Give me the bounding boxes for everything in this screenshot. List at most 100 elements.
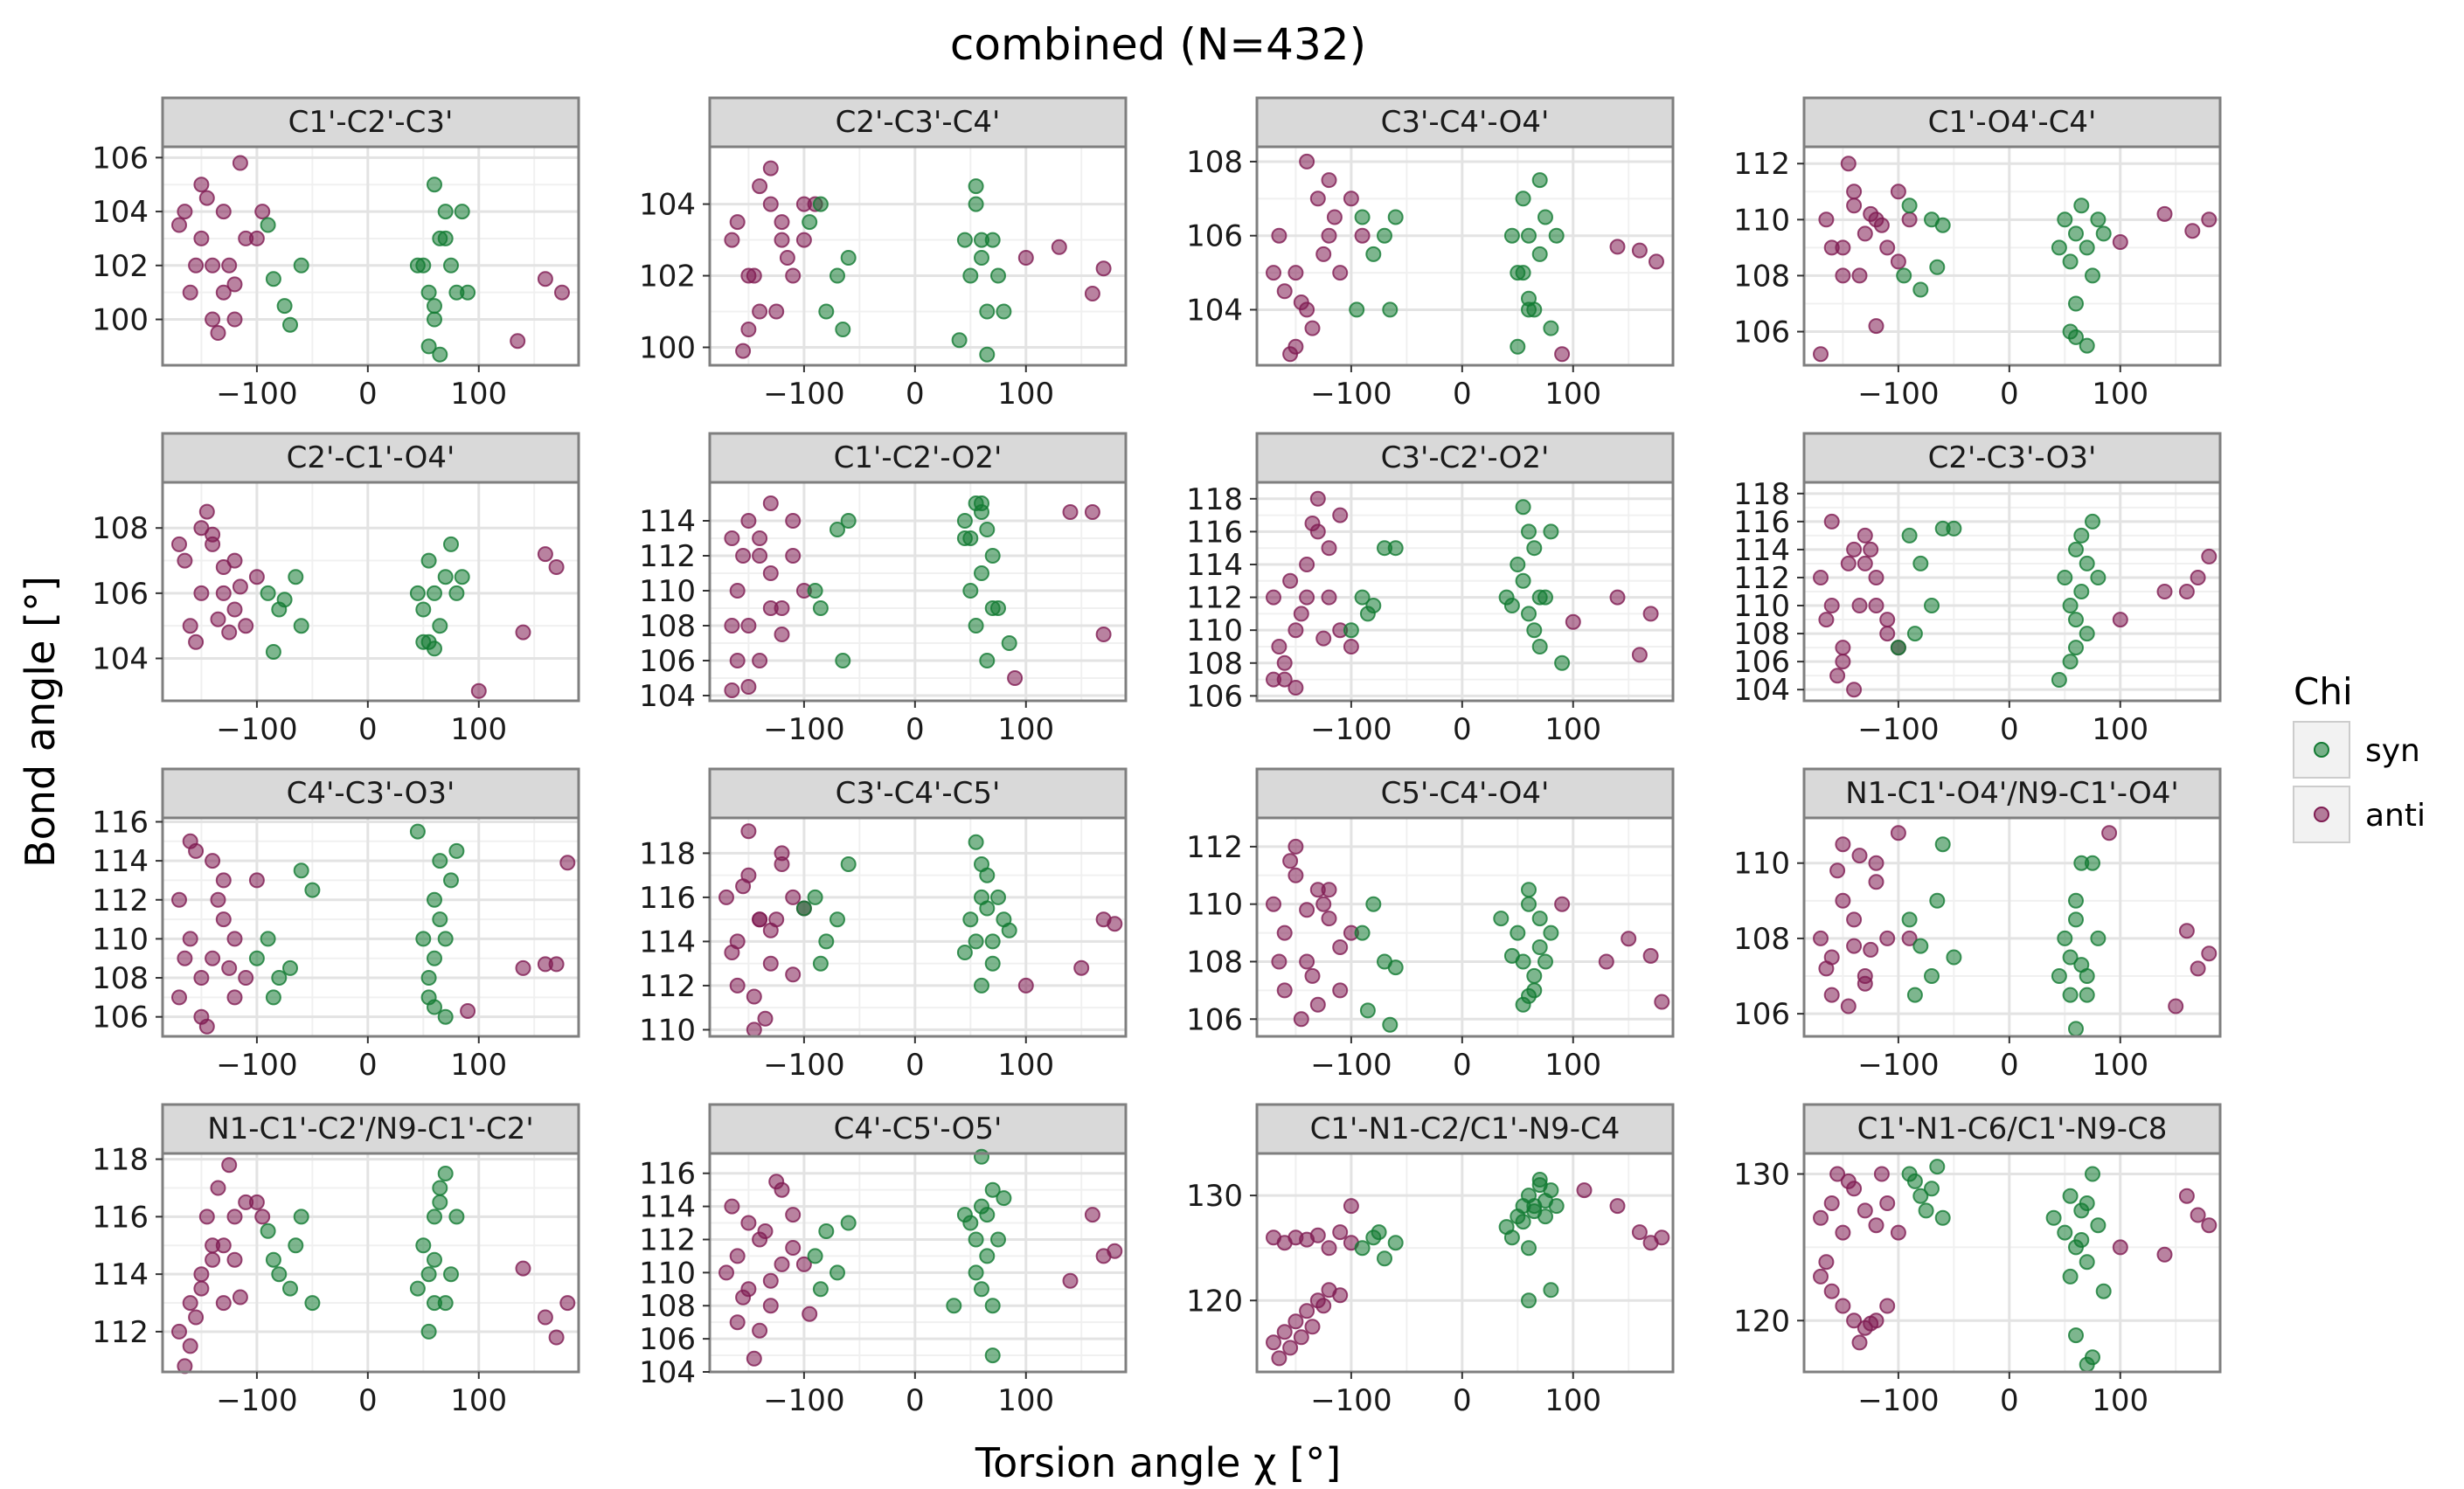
point-anti (1846, 197, 1863, 214)
point-anti (559, 855, 576, 871)
point-syn (968, 618, 984, 634)
point-anti (1332, 982, 1349, 999)
point-syn (1912, 555, 1929, 571)
point-anti (515, 624, 531, 641)
point-anti (2112, 1239, 2128, 1256)
point-syn (271, 1266, 288, 1283)
point-anti (1288, 265, 1304, 281)
y-tick-label: 120 (1186, 1284, 1243, 1319)
point-syn (415, 601, 432, 618)
point-syn (840, 1215, 857, 1231)
point-anti (1835, 892, 1851, 909)
point-syn (1526, 540, 1543, 557)
point-anti (1321, 540, 1337, 557)
point-anti (226, 552, 243, 569)
x-tick-label: −100 (1310, 1383, 1392, 1418)
y-tick-label: 118 (1733, 477, 1790, 512)
point-syn (265, 1251, 281, 1268)
point-syn (2073, 584, 2090, 599)
point-syn (1521, 1292, 1537, 1309)
point-syn (2073, 527, 2090, 544)
point-anti (215, 872, 232, 889)
point-anti (740, 823, 757, 840)
y-tick-label: 104 (1733, 673, 1790, 708)
point-syn (956, 513, 973, 529)
facet-strip-title: N1-C1'-O4'/N9-C1'-O4' (1845, 776, 2178, 811)
point-syn (1510, 338, 1526, 355)
point-anti (1901, 211, 1918, 228)
point-syn (2079, 626, 2095, 642)
point-anti (1288, 622, 1304, 639)
y-tick-label: 106 (1186, 219, 1243, 254)
point-anti (205, 1237, 221, 1254)
x-tick-label: −100 (1857, 1048, 1939, 1083)
panel-border (1255, 145, 1675, 367)
point-anti (193, 1266, 210, 1283)
point-syn (979, 1207, 996, 1223)
point-anti (1293, 294, 1309, 310)
point-anti (537, 271, 553, 287)
point-anti (752, 1322, 768, 1339)
point-anti (1846, 184, 1863, 200)
x-tick-label: 100 (997, 377, 1054, 412)
point-anti (1304, 967, 1321, 984)
point-syn (946, 1298, 962, 1314)
point-anti (724, 618, 740, 634)
y-tick-label: 116 (639, 1157, 696, 1192)
y-tick-label: 112 (92, 883, 149, 918)
facet-panel-c4-c3-o3: C4'-C3'-O3' 106 108 110 112 114 116 −100 0 100 (92, 767, 580, 1083)
point-anti (1266, 1334, 1281, 1351)
point-anti (1863, 541, 1879, 558)
facet-panel-c1-o4-c4: C1'-O4'-C4' 106 108 110 112 −100 0 100 (1733, 96, 2222, 412)
point-syn (1503, 227, 1520, 244)
point-anti (559, 1295, 576, 1312)
panel-border (1255, 481, 1675, 703)
point-syn (840, 513, 857, 529)
point-syn (1543, 925, 1559, 941)
point-syn (962, 583, 979, 599)
point-syn (432, 346, 448, 363)
point-syn (1537, 1209, 1553, 1225)
plot-area (1257, 1153, 1673, 1372)
y-tick-label: 120 (1733, 1304, 1790, 1339)
point-syn (2085, 267, 2100, 284)
panel-border (161, 1152, 580, 1374)
point-anti (1851, 1334, 1868, 1351)
point-anti (1868, 598, 1884, 613)
point-anti (1890, 253, 1906, 270)
point-anti (1299, 589, 1315, 606)
point-syn (979, 303, 996, 320)
point-anti (1868, 874, 1884, 890)
point-syn (1924, 598, 1940, 613)
point-anti (1304, 516, 1321, 531)
point-syn (282, 316, 298, 333)
point-anti (177, 204, 193, 220)
x-tick-label: 100 (1544, 377, 1601, 412)
point-syn (1906, 987, 1923, 1003)
point-anti (1890, 1224, 1906, 1241)
point-syn (437, 1166, 454, 1181)
point-anti (724, 530, 740, 546)
point-syn (2085, 855, 2100, 871)
point-syn (996, 303, 1012, 320)
point-anti (1062, 1272, 1079, 1289)
x-tick-label: 0 (906, 377, 925, 412)
y-tick-label: 106 (1186, 1002, 1243, 1037)
point-syn (427, 1209, 442, 1225)
point-syn (956, 530, 973, 546)
point-syn (812, 955, 829, 972)
point-anti (768, 911, 785, 928)
x-tick-label: 100 (1544, 712, 1601, 747)
point-anti (1846, 682, 1863, 698)
point-anti (1309, 996, 1326, 1013)
point-syn (1901, 911, 1918, 928)
point-anti (2201, 548, 2218, 564)
point-syn (460, 284, 476, 301)
point-anti (188, 257, 205, 274)
plot-area (1804, 1153, 2220, 1372)
point-syn (2051, 239, 2067, 256)
facet-strip (161, 432, 580, 484)
point-anti (2101, 825, 2118, 841)
